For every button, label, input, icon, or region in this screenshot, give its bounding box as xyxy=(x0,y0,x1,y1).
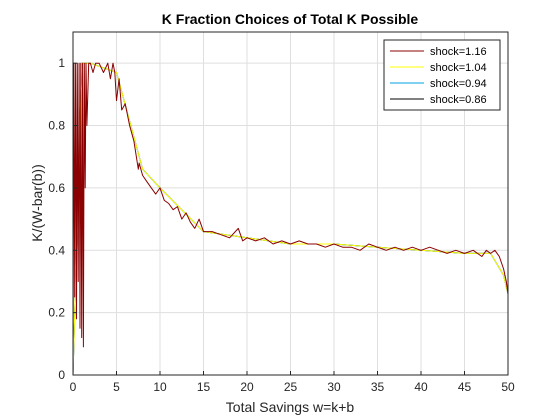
legend: shock=1.16 shock=1.04 shock=0.94 shock=0.86 xyxy=(383,39,501,111)
legend-label: shock=0.94 xyxy=(430,78,487,90)
y-axis-label: K/(W-bar(b)) xyxy=(29,164,45,242)
legend-label: shock=0.86 xyxy=(430,94,487,106)
x-tick-label: 50 xyxy=(501,380,515,394)
x-tick-label: 35 xyxy=(371,380,385,394)
y-tick-label: 0.2 xyxy=(48,306,65,320)
x-tick-label: 30 xyxy=(327,380,341,394)
y-tick-label: 0.8 xyxy=(48,119,65,133)
legend-label: shock=1.04 xyxy=(430,62,487,74)
x-tick-label: 40 xyxy=(414,380,428,394)
legend-box xyxy=(383,39,501,111)
x-axis-label: Total Savings w=k+b xyxy=(226,399,355,415)
y-tick-label: 0 xyxy=(58,368,65,382)
x-tick-label: 45 xyxy=(458,380,472,394)
x-tick-label: 5 xyxy=(113,380,120,394)
series-line-shock-1-16 xyxy=(72,62,509,376)
legend-label: shock=1.16 xyxy=(430,46,487,58)
chart-title: K Fraction Choices of Total K Possible xyxy=(162,11,419,27)
y-tick-label: 1 xyxy=(58,56,65,70)
x-tick-label: 15 xyxy=(197,380,211,394)
series-group xyxy=(72,62,509,376)
x-tick-label: 10 xyxy=(153,380,167,394)
x-tick-label: 0 xyxy=(70,380,77,394)
y-tick-label: 0.4 xyxy=(48,243,65,257)
x-tick-label: 25 xyxy=(284,380,298,394)
x-tick-label: 20 xyxy=(240,380,254,394)
ticks: 0 5 10 15 20 25 30 35 40 45 50 0 0.2 0.4 0.6 0.8 1 xyxy=(48,56,515,394)
y-tick-label: 0.6 xyxy=(48,181,65,195)
